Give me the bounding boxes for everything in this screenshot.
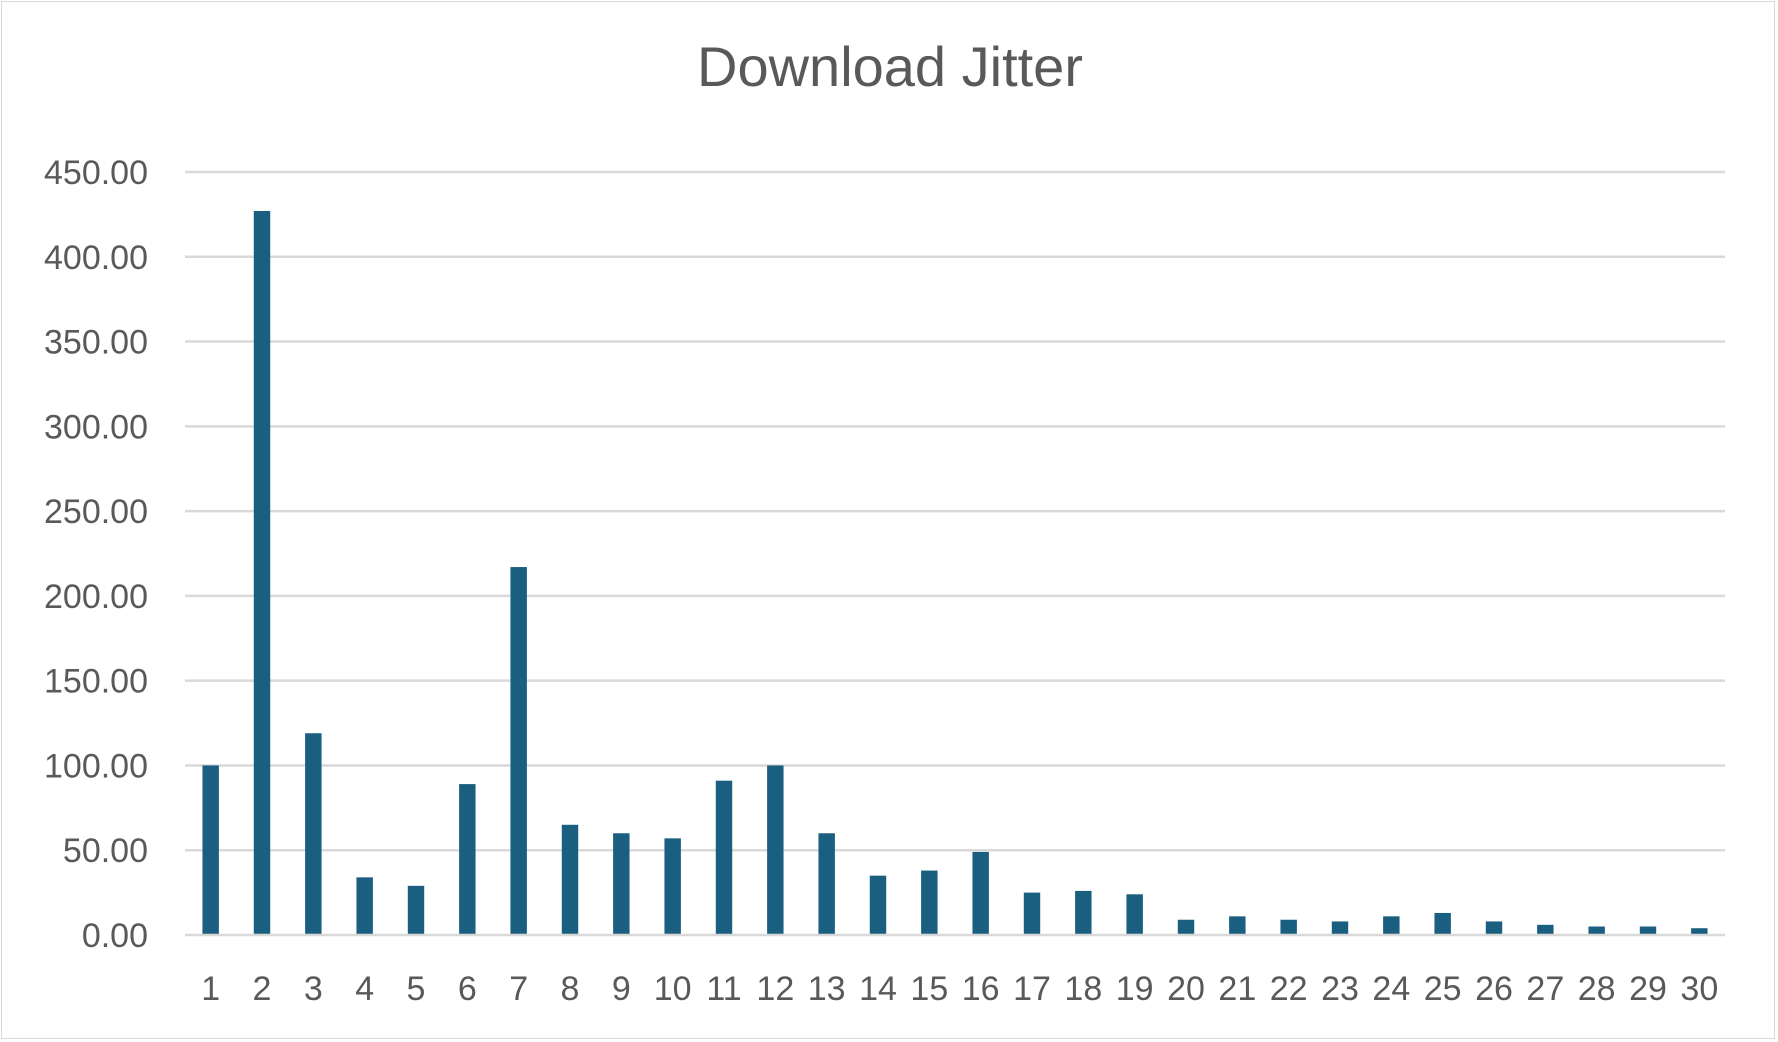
- bar-24: [1383, 916, 1400, 935]
- bar-10: [664, 838, 681, 935]
- bar-29: [1639, 926, 1657, 935]
- bar-2: [253, 210, 271, 935]
- x-tick-label: 6: [458, 970, 477, 1008]
- bar-9: [613, 833, 630, 935]
- bar-4: [356, 877, 373, 935]
- bar-20: [1177, 919, 1195, 935]
- x-tick-label: 4: [355, 970, 374, 1008]
- x-tick-label: 21: [1218, 970, 1256, 1008]
- x-tick-label: 24: [1372, 970, 1410, 1008]
- chart-title: Download Jitter: [697, 35, 1083, 98]
- x-tick-label: 12: [756, 970, 794, 1008]
- bar-21: [1229, 916, 1246, 935]
- bar-25: [1434, 912, 1451, 935]
- y-axis-ticks: 0.00 50.00 100.00 150.00 200.00 250.00 300.00 3…: [44, 154, 148, 955]
- x-axis-ticks: 1 2 3 4 5 6 7 8 9 10 11 12 13 14 15 16 17 18 19 20 21 22 23 24 2…: [201, 970, 1718, 1008]
- x-tick-label: 29: [1629, 970, 1667, 1008]
- y-tick-label: 400.00: [44, 239, 148, 277]
- y-tick-label: 350.00: [44, 324, 148, 362]
- y-tick-label: 0.00: [82, 917, 148, 955]
- x-tick-label: 19: [1116, 970, 1154, 1008]
- bar-23: [1331, 921, 1349, 935]
- x-tick-label: 27: [1526, 970, 1564, 1008]
- bar-16: [972, 851, 989, 935]
- x-tick-label: 10: [654, 970, 692, 1008]
- bar-8: [561, 824, 579, 935]
- x-tick-label: 8: [561, 970, 580, 1008]
- y-tick-label: 200.00: [44, 578, 148, 616]
- x-tick-label: 20: [1167, 970, 1205, 1008]
- x-tick-label: 23: [1321, 970, 1359, 1008]
- bar-5: [407, 885, 425, 935]
- x-tick-label: 11: [706, 970, 741, 1008]
- x-tick-label: 9: [612, 970, 631, 1008]
- y-tick-label: 300.00: [44, 408, 148, 446]
- x-tick-label: 3: [304, 970, 323, 1008]
- y-tick-label: 450.00: [44, 154, 148, 192]
- bar-14: [869, 875, 887, 935]
- bar-12: [767, 765, 784, 935]
- x-tick-label: 25: [1424, 970, 1462, 1008]
- x-tick-label: 14: [859, 970, 897, 1008]
- bar-7: [510, 567, 527, 935]
- x-tick-label: 26: [1475, 970, 1513, 1008]
- bar-17: [1023, 892, 1041, 935]
- bar-22: [1280, 919, 1297, 935]
- bar-13: [818, 833, 835, 935]
- x-tick-label: 28: [1578, 970, 1616, 1008]
- x-tick-label: 1: [201, 970, 220, 1008]
- y-tick-label: 50.00: [63, 832, 148, 870]
- x-tick-label: 5: [407, 970, 426, 1008]
- x-tick-label: 7: [509, 970, 528, 1008]
- x-tick-label: 13: [808, 970, 846, 1008]
- x-tick-label: 2: [253, 970, 272, 1008]
- bar-30: [1691, 928, 1708, 935]
- y-tick-label: 250.00: [44, 493, 148, 531]
- bars-layer: [202, 210, 1708, 935]
- bar-6: [459, 784, 476, 935]
- x-tick-label: 30: [1680, 970, 1718, 1008]
- x-tick-label: 17: [1013, 970, 1051, 1008]
- bar-18: [1075, 890, 1092, 935]
- bar-28: [1588, 926, 1605, 935]
- bar-27: [1537, 924, 1554, 935]
- grid-layer: [185, 170, 1725, 852]
- bar-1: [202, 765, 219, 935]
- y-tick-label: 100.00: [44, 747, 148, 785]
- bar-3: [305, 733, 322, 935]
- bar-26: [1485, 921, 1503, 935]
- x-tick-label: 16: [962, 970, 1000, 1008]
- x-tick-label: 22: [1270, 970, 1308, 1008]
- bar-15: [921, 870, 938, 935]
- bar-19: [1126, 894, 1143, 935]
- x-tick-label: 18: [1064, 970, 1102, 1008]
- bar-11: [715, 780, 733, 935]
- y-tick-label: 150.00: [44, 663, 148, 701]
- x-tick-label: 15: [910, 970, 948, 1008]
